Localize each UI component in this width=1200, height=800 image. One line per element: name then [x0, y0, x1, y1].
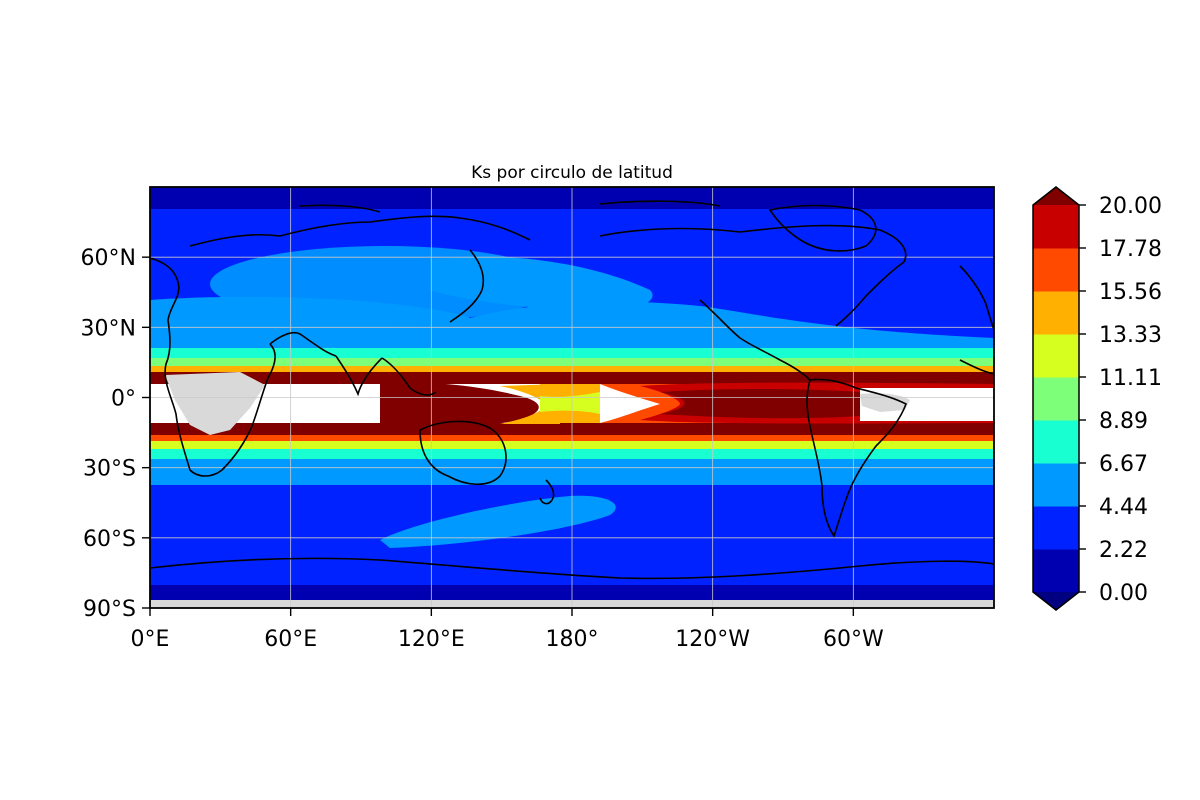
- x-tick-label: 60°W: [823, 627, 884, 652]
- colorbar-tick-label: 20.00: [1099, 194, 1162, 219]
- colorbar-tick-label: 17.78: [1099, 237, 1162, 262]
- x-tick-label: 60°E: [264, 627, 317, 652]
- x-tick-label: 180°: [546, 627, 599, 652]
- field-east-pacific-maroon: [660, 389, 860, 419]
- colorbar-under-triangle: [1033, 592, 1079, 610]
- y-tick-label: 60°N: [81, 246, 136, 271]
- colorbar-segment: [1033, 549, 1079, 593]
- x-axis: 0°E 60°E 120°E 180° 120°W 60°W: [131, 608, 884, 652]
- colorbar-tick-label: 4.44: [1099, 495, 1148, 520]
- colorbar-segment: [1033, 205, 1079, 249]
- colorbar-segment: [1033, 506, 1079, 550]
- coastlines: [150, 200, 994, 580]
- colorbar-segment: [1033, 377, 1079, 421]
- field-north-pacific-blob: [430, 256, 653, 312]
- africa-land-fill: [165, 372, 265, 435]
- x-tick-label: 120°W: [675, 627, 750, 652]
- x-tick-label: 120°E: [398, 627, 465, 652]
- colorbar-segment: [1033, 420, 1079, 464]
- field-south-pacific-blob: [380, 495, 616, 548]
- map-panel: [150, 187, 994, 608]
- colorbar-tick-label: 11.11: [1099, 366, 1162, 391]
- y-tick-label: 60°S: [83, 527, 136, 552]
- y-tick-label: 0°: [111, 387, 136, 412]
- colorbar-tick-label: 8.89: [1099, 409, 1148, 434]
- colorbar-segment: [1033, 463, 1079, 507]
- x-tick-label: 0°E: [131, 627, 170, 652]
- colorbar-tick-label: 15.56: [1099, 280, 1162, 305]
- colorbar-segment: [1033, 248, 1079, 292]
- colorbar-ticks: 0.00 2.22 4.44 6.67 8.89 11.11 13.33 15.56 17.78…: [1079, 194, 1162, 606]
- gridlines: [150, 187, 994, 608]
- y-tick-label: 30°N: [81, 316, 136, 341]
- y-tick-label: 30°S: [83, 457, 136, 482]
- map-title: Ks por circulo de latitud: [471, 163, 673, 183]
- colorbar: 0.00 2.22 4.44 6.67 8.89 11.11 13.33 15.56 17.78…: [1032, 186, 1162, 611]
- y-axis: 60°N 30°N 0° 30°S 60°S 90°S: [81, 246, 150, 622]
- colorbar-tick-label: 13.33: [1099, 323, 1162, 348]
- colorbar-tick-label: 6.67: [1099, 452, 1148, 477]
- colorbar-segment: [1033, 334, 1079, 378]
- colorbar-over-triangle: [1033, 187, 1079, 205]
- colorbar-segment: [1033, 291, 1079, 335]
- colorbar-segments: [1033, 205, 1079, 593]
- y-tick-label: 90°S: [83, 597, 136, 622]
- south-america-land-fill: [860, 393, 910, 412]
- colorbar-tick-label: 0.00: [1099, 581, 1148, 606]
- colorbar-tick-label: 2.22: [1099, 538, 1148, 563]
